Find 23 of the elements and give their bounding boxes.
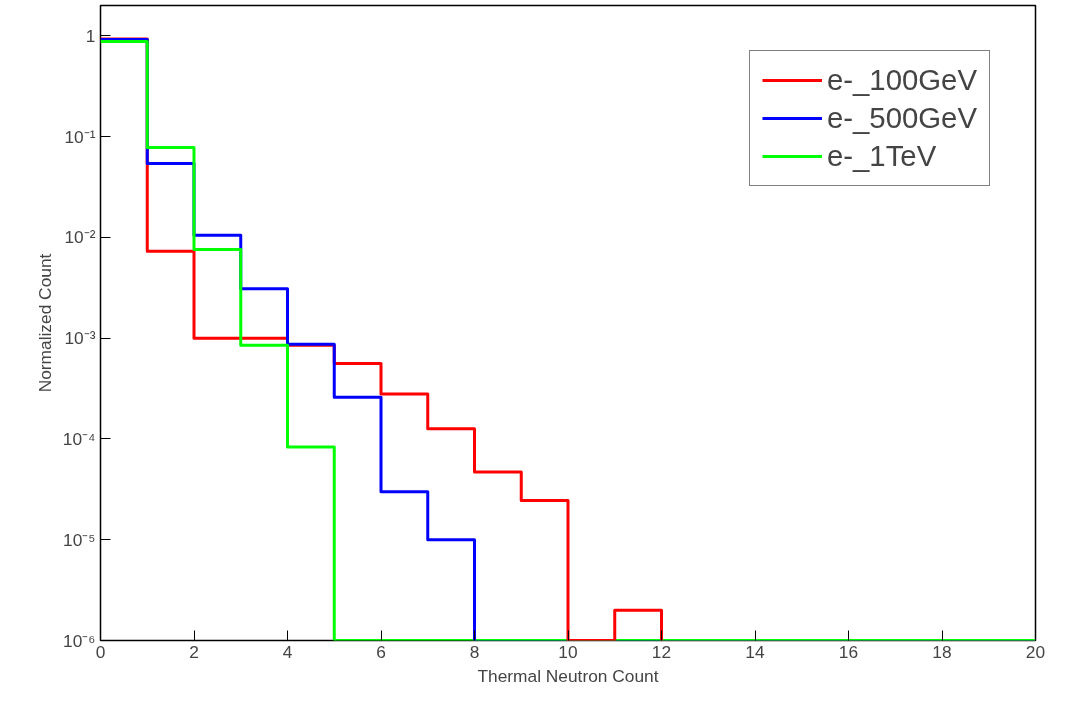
y-tick-label: 1	[85, 25, 96, 46]
y-tick-label: 10⁻¹	[64, 126, 96, 147]
legend-label: e-_1TeV	[826, 139, 937, 173]
x-tick-label: 6	[376, 641, 386, 662]
x-tick-label: 18	[932, 641, 952, 662]
y-tick-label: 10⁻⁶	[63, 630, 96, 651]
legend-label: e-_100GeV	[826, 63, 977, 97]
x-tick-label: 8	[469, 641, 480, 662]
x-tick-label: 16	[838, 641, 859, 662]
y-tick-label: 10⁻⁵	[63, 529, 96, 550]
y-tick-label: 10⁻²	[64, 227, 96, 248]
y-tick-label: 10⁻³	[64, 328, 96, 349]
x-tick-label: 2	[189, 641, 199, 662]
x-tick-label: 4	[282, 641, 293, 662]
y-axis-title: Normalized Count	[34, 253, 55, 393]
x-tick-label: 12	[651, 641, 672, 662]
x-tick-label: 14	[745, 641, 765, 662]
x-tick-label: 10	[558, 641, 578, 662]
x-tick-label: 0	[95, 641, 106, 662]
legend-label: e-_500GeV	[826, 101, 977, 135]
y-tick-label: 10⁻⁴	[62, 428, 96, 449]
x-axis-title: Thermal Neutron Count	[477, 665, 659, 686]
x-tick-label: 20	[1025, 641, 1046, 662]
